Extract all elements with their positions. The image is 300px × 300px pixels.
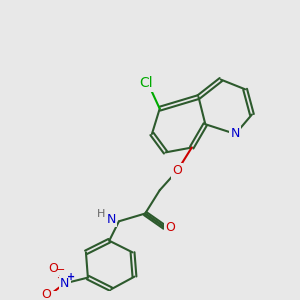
Text: O: O <box>172 164 182 177</box>
Text: N: N <box>231 128 240 140</box>
Text: O: O <box>48 262 58 275</box>
Text: H: H <box>97 208 106 218</box>
Text: +: + <box>67 272 75 282</box>
Text: −: − <box>56 265 65 275</box>
Text: O: O <box>165 220 175 234</box>
Text: N: N <box>60 277 69 290</box>
Text: O: O <box>41 288 51 300</box>
Text: Cl: Cl <box>139 76 153 91</box>
Text: N: N <box>106 213 116 226</box>
